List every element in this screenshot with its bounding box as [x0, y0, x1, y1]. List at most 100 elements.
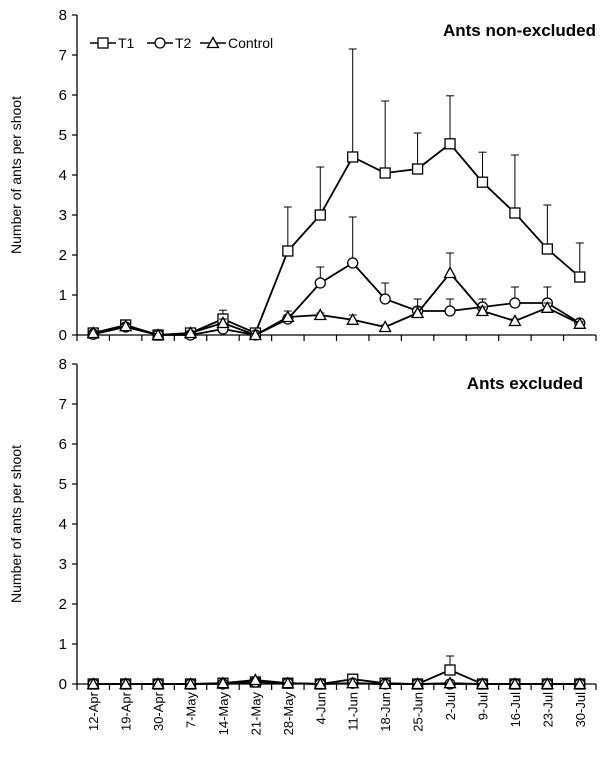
data-point — [508, 677, 522, 690]
data-point — [346, 312, 360, 325]
data-point — [183, 677, 198, 690]
x-tick-label: 30-Apr — [151, 691, 166, 731]
data-point — [475, 304, 490, 317]
y-tick-label: 6 — [59, 87, 67, 104]
y-axis-title: Number of ants per shoot — [8, 96, 24, 254]
data-point — [443, 266, 457, 279]
data-point — [248, 328, 263, 341]
data-point — [86, 326, 100, 339]
data-point — [314, 277, 326, 289]
x-tick-label: 18-Jun — [378, 692, 393, 732]
x-tick-label: 7-May — [184, 692, 199, 729]
data-point — [151, 328, 165, 341]
y-tick-label: 2 — [59, 247, 67, 264]
y-tick-label: 0 — [59, 676, 67, 693]
data-point — [509, 297, 521, 309]
data-point — [573, 677, 587, 690]
data-point — [379, 167, 391, 179]
y-tick-label: 2 — [59, 596, 67, 613]
data-point — [443, 676, 457, 689]
y-tick-label: 5 — [59, 476, 67, 493]
data-point — [183, 326, 198, 339]
data-point — [508, 314, 522, 327]
legend-marker — [154, 37, 166, 49]
y-axis-title: Number of ants per shoot — [8, 445, 24, 603]
data-point — [378, 320, 392, 333]
x-tick-label: 11-Jun — [346, 692, 361, 731]
legend-label: Control — [228, 35, 273, 51]
data-point — [248, 673, 263, 686]
data-point — [216, 676, 230, 689]
data-point — [282, 245, 294, 257]
data-point — [540, 677, 554, 690]
y-tick-label: 1 — [59, 636, 67, 653]
y-tick-label: 5 — [59, 127, 67, 144]
data-point — [573, 316, 587, 329]
data-point — [346, 676, 360, 689]
series-line — [93, 261, 581, 336]
data-point — [574, 271, 586, 283]
series-line — [93, 142, 581, 336]
series-line — [93, 669, 580, 685]
data-point — [444, 664, 456, 676]
data-point — [444, 138, 456, 150]
legend-label: T1 — [118, 35, 135, 51]
y-tick-label: 1 — [59, 287, 67, 304]
data-point — [347, 257, 359, 269]
series-control — [86, 673, 587, 690]
panel-ants-non-excluded: 0 1 2 3 4 5 6 7 8 Number of ants per shoot Ants no… — [8, 7, 597, 344]
x-tick-label: 9-Jul — [475, 692, 490, 720]
data-point — [86, 677, 100, 690]
x-tick-label: 2-Jul — [443, 692, 458, 720]
data-point — [119, 319, 133, 332]
series-line — [93, 679, 580, 685]
data-point — [314, 209, 326, 221]
data-point — [347, 151, 359, 163]
series-t1 — [87, 48, 586, 341]
x-tick-label: 25-Jun — [411, 692, 426, 732]
legend-marker — [206, 36, 220, 49]
panel-title: Ants excluded — [467, 374, 583, 393]
data-point — [378, 677, 392, 690]
data-point — [476, 176, 489, 188]
data-point — [540, 300, 554, 313]
data-point — [313, 308, 327, 321]
y-tick-label: 4 — [59, 516, 67, 533]
series-line — [93, 271, 581, 336]
data-point — [379, 293, 391, 305]
data-point — [313, 677, 327, 690]
y-tick-label: 0 — [59, 327, 67, 344]
x-tick-label: 28-May — [281, 692, 296, 736]
y-tick-label: 7 — [59, 47, 67, 64]
x-tick-label: 23-Jul — [540, 692, 555, 728]
panel-ants-excluded: 0 1 2 3 4 5 6 7 8 Number of ants per shoot Ants ex… — [8, 356, 597, 693]
legend-marker — [97, 37, 109, 49]
data-point — [119, 677, 133, 690]
data-point — [410, 306, 425, 319]
x-tick-label: 4-Jun — [313, 692, 328, 725]
y-tick-label: 4 — [59, 167, 67, 184]
y-tick-label: 8 — [59, 356, 67, 373]
x-tick-label: 30-Jul — [573, 692, 588, 728]
legend: T1 T2 Control — [90, 35, 273, 51]
data-point — [410, 677, 425, 690]
data-point — [444, 305, 456, 317]
series-control — [86, 252, 587, 341]
data-point — [216, 316, 230, 329]
panel-title: Ants non-excluded — [443, 21, 596, 40]
x-tick-label: 12-Apr — [86, 691, 101, 731]
y-tick-label: 6 — [59, 436, 67, 453]
data-point — [281, 310, 295, 323]
legend-label: T2 — [175, 35, 192, 51]
data-point — [541, 243, 553, 255]
y-tick-label: 3 — [59, 207, 67, 224]
category-axis: 12-Apr 19-Apr 30-Apr 7-May 14-May 21-May 28-Ma… — [86, 691, 588, 735]
data-point — [281, 676, 295, 689]
data-point — [475, 677, 490, 690]
series-t2 — [87, 216, 586, 341]
y-tick-label: 8 — [59, 7, 67, 24]
x-tick-label: 19-Apr — [119, 691, 134, 731]
x-tick-label: 21-May — [248, 692, 263, 736]
y-tick-label: 3 — [59, 556, 67, 573]
